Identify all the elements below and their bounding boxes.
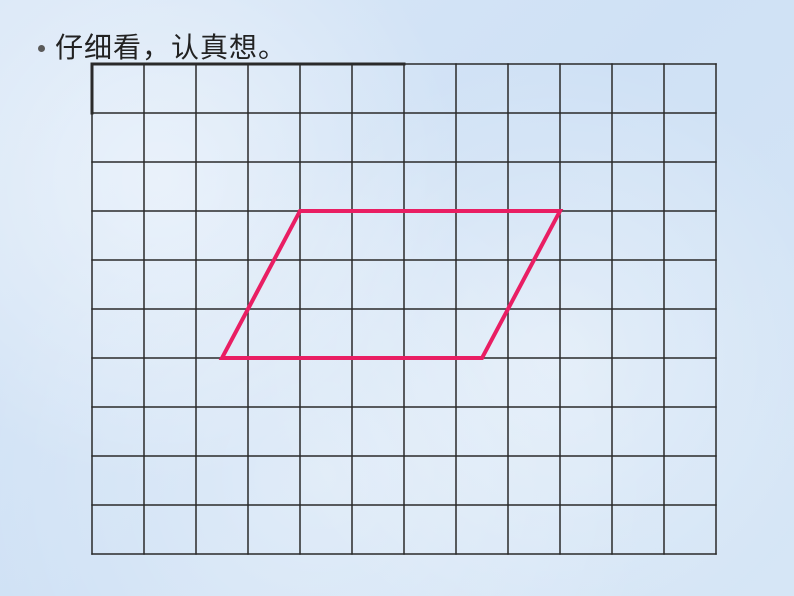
- bullet-icon: [38, 45, 45, 52]
- grid-svg: [90, 62, 718, 556]
- slide-page: 仔细看，认真想。: [0, 0, 794, 596]
- parallelogram-shape: [222, 211, 560, 358]
- grid-diagram: [90, 62, 718, 556]
- title-line: 仔细看，认真想。: [38, 26, 287, 66]
- title-text: 仔细看，认真想。: [55, 26, 287, 66]
